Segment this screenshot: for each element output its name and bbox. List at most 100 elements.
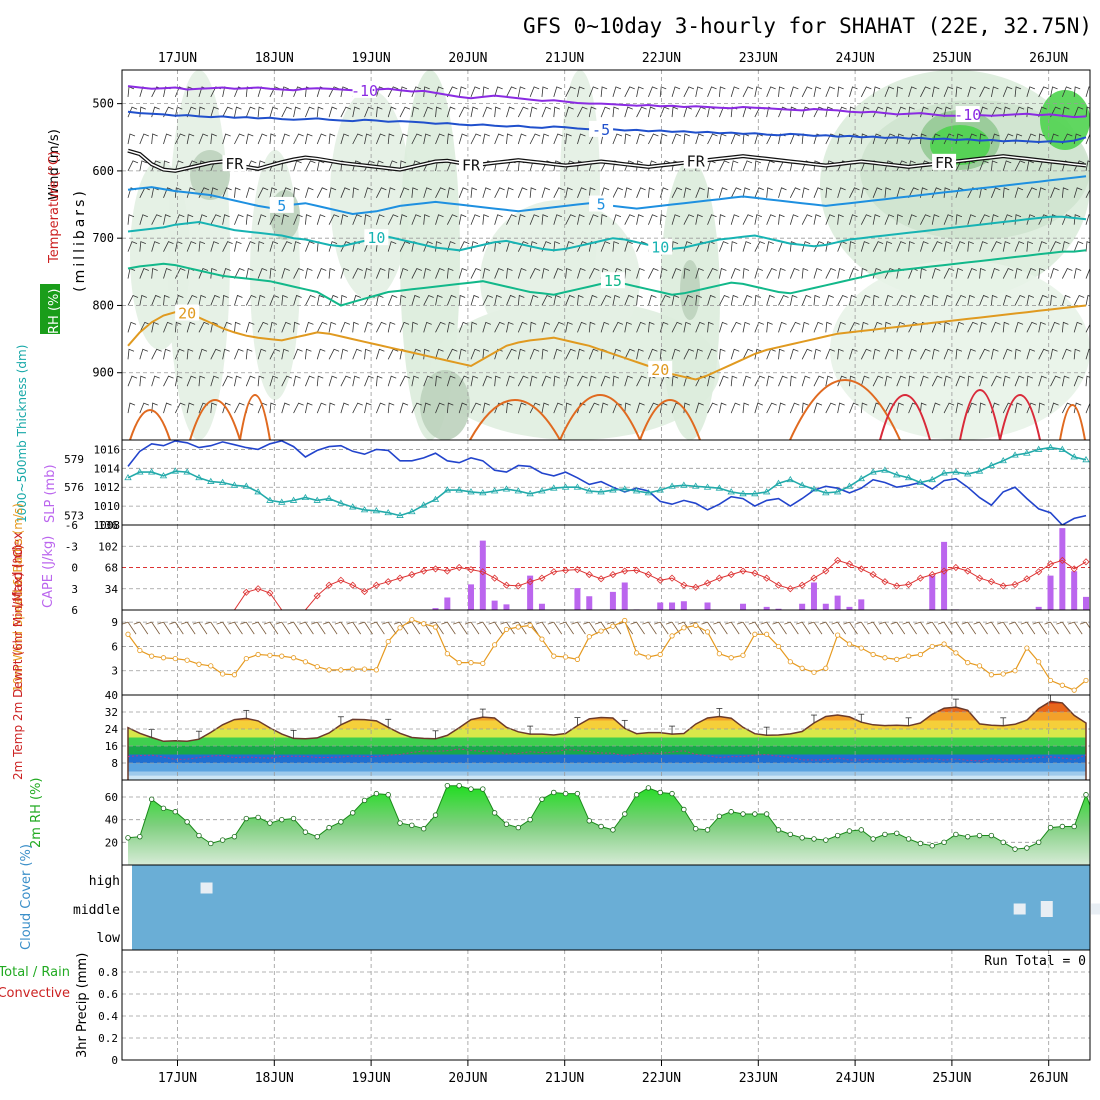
wind-barb-feather — [583, 621, 590, 625]
wind-barb — [671, 106, 679, 118]
wind-barb — [624, 294, 634, 306]
wind-barb — [245, 133, 254, 145]
wind-barb — [825, 160, 834, 172]
wind-barb — [186, 375, 197, 387]
thickness-point — [467, 488, 475, 495]
wind-barb — [186, 402, 195, 414]
wind-tick-label: 9 — [111, 616, 118, 629]
rh2m-label: 2m RH (%) — [29, 777, 44, 848]
wind-barb — [269, 348, 281, 360]
rh-area — [128, 785, 1090, 865]
wind-barb — [990, 214, 999, 225]
rh-point — [231, 833, 238, 840]
wind-barb — [506, 348, 517, 360]
wind-barb — [470, 268, 482, 279]
rh-point — [350, 810, 356, 816]
wind-barb-feather — [713, 621, 720, 625]
wind-barb-10m — [163, 621, 172, 635]
thickness-point — [408, 508, 416, 515]
temp-contour — [127, 85, 1087, 119]
thickness-point — [893, 471, 901, 478]
wind-barb — [423, 106, 433, 118]
wind-barb — [695, 402, 704, 414]
wind-barb — [257, 294, 266, 306]
wind-speed-point — [279, 653, 285, 659]
rh-point — [172, 809, 179, 815]
wind-barb-feather — [476, 621, 483, 625]
wind-barb — [1026, 348, 1036, 360]
wind-speed-point — [563, 654, 569, 660]
wind-barb — [990, 294, 998, 306]
wind-speed-point — [693, 622, 699, 628]
rh-point — [208, 840, 214, 847]
wind-barb — [588, 268, 600, 279]
wind-barb-feather — [890, 621, 897, 625]
wind-barb-10m — [328, 621, 338, 635]
contour-label-bg — [589, 120, 614, 137]
wind-barb — [955, 214, 963, 225]
wind-barb-10m — [742, 621, 752, 635]
rh-point — [125, 835, 131, 841]
wind-barb — [943, 268, 955, 279]
rh-point — [965, 833, 971, 840]
wind-barb — [316, 133, 327, 145]
cape-bar — [1035, 606, 1042, 610]
wind-barb — [458, 86, 467, 97]
wind-barb-feather — [630, 621, 637, 625]
wind-barb — [399, 294, 407, 306]
wind-barb — [1085, 375, 1090, 387]
wind-barb — [1014, 402, 1023, 414]
warm-contour — [469, 399, 561, 440]
wind-barb — [364, 133, 372, 145]
wind-barb-10m — [151, 621, 160, 635]
wind-barb — [742, 375, 752, 387]
wind-barb — [766, 402, 777, 414]
thickness-point — [550, 484, 558, 491]
rh-point — [562, 790, 569, 797]
wind-barb — [991, 187, 1001, 198]
cape-tick-label: 136 — [98, 519, 118, 532]
wind-barb — [435, 133, 445, 145]
wind-barb — [127, 321, 137, 333]
wind-barb — [659, 187, 669, 198]
wind-barb-10m — [943, 621, 953, 635]
wind-barb — [979, 321, 987, 333]
wind-barb — [636, 375, 647, 387]
wind-barb — [305, 402, 313, 414]
wind-barb — [742, 348, 754, 360]
thickness-point — [774, 479, 783, 486]
wind-barb — [825, 294, 834, 306]
wind-barb — [352, 160, 361, 172]
thickness-point — [171, 467, 180, 474]
wind-barb-feather — [689, 621, 696, 625]
wind-barb — [470, 187, 478, 198]
wind-barb — [281, 241, 292, 252]
wind-barb — [896, 321, 905, 333]
wind-barb — [789, 294, 798, 306]
thickness-point — [916, 478, 925, 485]
precip-tick-label: 0.2 — [98, 1032, 118, 1045]
wind-barb — [730, 294, 739, 306]
wind-barb — [825, 375, 833, 387]
li-tick-label: 0 — [71, 562, 78, 575]
wind-barb — [494, 321, 505, 333]
wind-barb — [506, 133, 513, 145]
wind-barb — [565, 402, 572, 414]
wind-barb — [600, 402, 609, 414]
li-point — [822, 567, 830, 575]
wind-barb — [553, 268, 563, 279]
wind-speed-point — [740, 652, 746, 658]
thickness-point — [1058, 445, 1067, 452]
contour-label: -5 — [592, 121, 610, 139]
wind-speed-point — [787, 659, 793, 665]
contour-label: FR — [225, 155, 244, 173]
wind-barb-10m — [825, 621, 835, 635]
wind-barb — [600, 321, 610, 333]
temp-contour — [127, 215, 1087, 252]
wind-speed-point — [302, 659, 309, 665]
li-line — [128, 559, 1087, 610]
wind-barb — [955, 294, 967, 306]
wind-barb — [636, 294, 643, 306]
thickness-point — [975, 467, 984, 474]
